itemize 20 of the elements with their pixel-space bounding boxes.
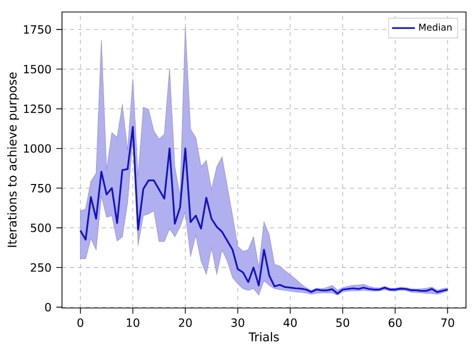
x-tick-label: 0 [78,318,84,327]
x-tick-label: 30 [231,318,244,327]
y-tick-label: 0 [45,302,51,312]
x-tick-label: 40 [284,318,297,327]
x-tick-label: 10 [126,318,140,327]
x-tick-label: 20 [178,318,192,327]
y-axis-title: Iterations to achieve purpose [7,72,19,247]
x-tick-label: 60 [388,318,402,327]
y-tick-label: 500 [30,224,51,232]
line-series [80,126,448,294]
y-tick-label: 750 [30,184,51,192]
x-tick-label: 70 [441,318,454,327]
y-tick-label: 1750 [24,25,51,34]
x-tick-label: 50 [336,318,350,327]
x-axis-title: Trials [248,332,279,342]
y-tick-label: 1500 [24,64,51,74]
legend-label: Median [419,24,452,31]
y-tick-label: 250 [30,263,51,272]
y-tick-label: 1000 [24,144,51,153]
y-tick-label: 1250 [24,104,51,114]
